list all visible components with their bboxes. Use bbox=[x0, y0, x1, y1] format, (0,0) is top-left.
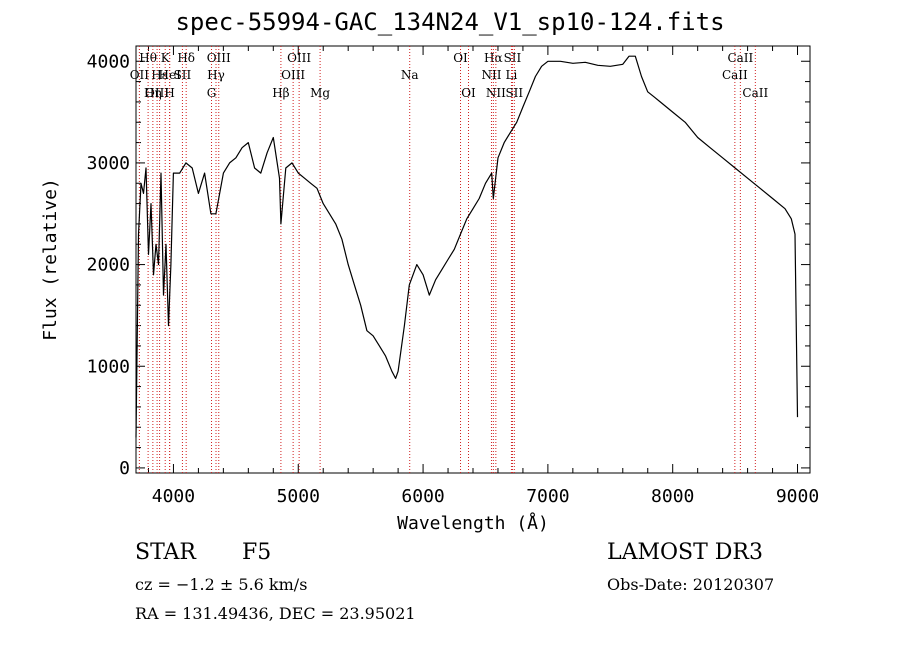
object-subclass: F5 bbox=[242, 540, 272, 565]
spectral-line-label: NII bbox=[486, 86, 506, 100]
spectral-line-label: Hε bbox=[151, 68, 168, 82]
x-axis-label: Wavelength (Å) bbox=[397, 512, 549, 534]
plot-frame bbox=[135, 45, 811, 474]
spectral-line-label: G bbox=[207, 86, 217, 100]
x-tick-label: 4000 bbox=[152, 486, 195, 507]
spectral-line-label: OIII bbox=[281, 68, 305, 82]
chart-title: spec-55994-GAC_134N24_V1_sp10-124.fits bbox=[175, 8, 725, 36]
spectral-line-label: Mg bbox=[310, 86, 330, 100]
spectral-line-label: Li bbox=[506, 68, 518, 82]
redshift-label: cz = −1.2 ± 5.6 km/s bbox=[135, 575, 308, 594]
object-class: STAR bbox=[135, 540, 196, 565]
spectral-line-label: Hα bbox=[484, 51, 503, 65]
spectral-line-label: OIII bbox=[145, 86, 169, 100]
spectral-line-label: SII bbox=[174, 68, 192, 82]
obs-date: Obs-Date: 20120307 bbox=[607, 575, 775, 594]
spectral-line-label: OI bbox=[461, 86, 476, 100]
spectral-line-label: OII bbox=[130, 68, 150, 82]
spectral-line-label: CaII bbox=[727, 51, 753, 65]
y-tick-label: 3000 bbox=[87, 153, 130, 174]
spectral-line-label: SII bbox=[505, 86, 523, 100]
spectral-line-label: CaII bbox=[722, 68, 748, 82]
x-tick-label: 9000 bbox=[776, 486, 819, 507]
y-tick-label: 4000 bbox=[87, 51, 130, 72]
x-tick-label: 8000 bbox=[651, 486, 694, 507]
spectral-line-label: OIII bbox=[287, 51, 311, 65]
spectral-line-label: Hη bbox=[144, 86, 162, 100]
y-tick-label: 0 bbox=[119, 458, 130, 479]
spectral-line-label: K bbox=[161, 51, 171, 65]
spectral-line-label: Hδ bbox=[177, 51, 195, 65]
spectral-line-label: Na bbox=[401, 68, 419, 82]
spectral-line-label: HeI bbox=[159, 68, 182, 82]
spectral-line-label: Hβ bbox=[272, 86, 289, 100]
y-tick-label: 1000 bbox=[87, 356, 130, 377]
spectral-line-label: SII bbox=[504, 51, 522, 65]
spectral-line-label: CaII bbox=[742, 86, 768, 100]
spectral-line-label: H bbox=[164, 86, 174, 100]
x-tick-label: 6000 bbox=[401, 486, 444, 507]
y-tick-label: 2000 bbox=[87, 255, 130, 276]
coordinates: RA = 131.49436, DEC = 23.95021 bbox=[135, 604, 416, 623]
x-tick-label: 7000 bbox=[526, 486, 569, 507]
spectral-line-label: Hθ bbox=[139, 51, 157, 65]
spectrum-line bbox=[135, 55, 799, 438]
spectral-line-label: NII bbox=[481, 68, 501, 82]
x-tick-label: 5000 bbox=[277, 486, 320, 507]
spectral-line-label: OIII bbox=[207, 51, 231, 65]
survey-name: LAMOST DR3 bbox=[607, 540, 763, 565]
spectral-line-label: OI bbox=[453, 51, 468, 65]
y-axis-label: Flux (relative) bbox=[40, 178, 61, 341]
spectral-line-label: Hγ bbox=[207, 68, 225, 82]
